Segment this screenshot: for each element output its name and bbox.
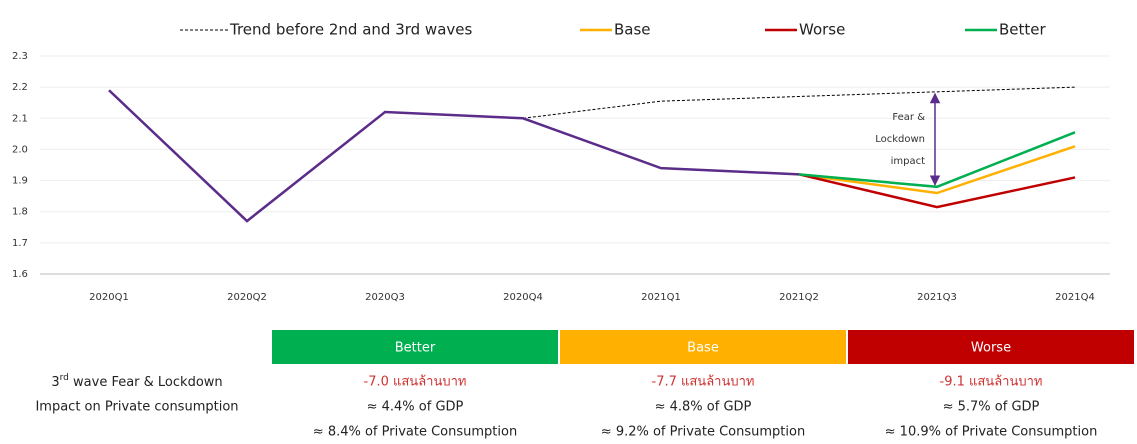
series-line [798,173,1076,209]
x-tick-label: 2020Q3 [365,292,405,303]
series-line [108,89,800,223]
column-header-label: Worse [971,341,1011,356]
cell-text: ≈ 8.4% of Private Consumption [313,425,517,440]
series-line [798,131,1076,189]
row-label-rest: wave Fear & Lockdown [69,375,223,390]
row-label: Impact on Private consumption [35,400,238,415]
series-line [798,145,1076,195]
cell-text: ≈ 4.8% of GDP [655,400,752,415]
legend-label: Base [614,21,651,39]
x-tick-label: 2021Q1 [641,292,681,303]
legend-label: Worse [799,21,845,39]
column-header [848,330,1134,364]
cell-text: ≈ 5.7% of GDP [943,400,1040,415]
cell-text: ≈ 4.4% of GDP [367,400,464,415]
legend-label: Better [999,21,1047,39]
column-header-label: Base [687,341,719,356]
x-tick-label: 2021Q2 [779,292,819,303]
x-tick-label: 2020Q4 [503,292,543,303]
y-tick-label: 1.7 [12,238,28,249]
column-header [272,330,558,364]
row-label-num: 3 [51,375,59,390]
annotation-text: impact [891,156,925,167]
row-label-sup: rd [60,373,69,383]
legend-label: Trend before 2nd and 3rd waves [229,21,472,39]
y-tick-label: 2.1 [12,113,28,124]
y-tick-label: 1.9 [12,176,28,187]
x-tick-label: 2020Q2 [227,292,267,303]
y-tick-label: 2.2 [12,82,28,93]
y-tick-label: 2.0 [12,144,28,155]
cell-text: -7.7 แสนล้านบาท [652,375,755,390]
y-tick-label: 1.6 [12,269,28,280]
cell-text: ≈ 9.2% of Private Consumption [601,425,805,440]
y-tick-label: 1.8 [12,207,28,218]
cell-text: ≈ 10.9% of Private Consumption [885,425,1098,440]
cell-text: -9.1 แสนล้านบาท [940,375,1043,390]
x-tick-label: 2020Q1 [89,292,129,303]
column-header-label: Better [395,341,436,356]
series-line [522,86,1076,119]
row-label: 3rd wave Fear & Lockdown [51,373,222,390]
x-tick-label: 2021Q3 [917,292,957,303]
annotation-text: Lockdown [875,134,925,145]
cell-text: -7.0 แสนล้านบาท [364,375,467,390]
column-header [560,330,846,364]
x-tick-label: 2021Q4 [1055,292,1095,303]
annotation-text: Fear & [892,112,925,123]
y-tick-label: 2.3 [12,51,28,62]
